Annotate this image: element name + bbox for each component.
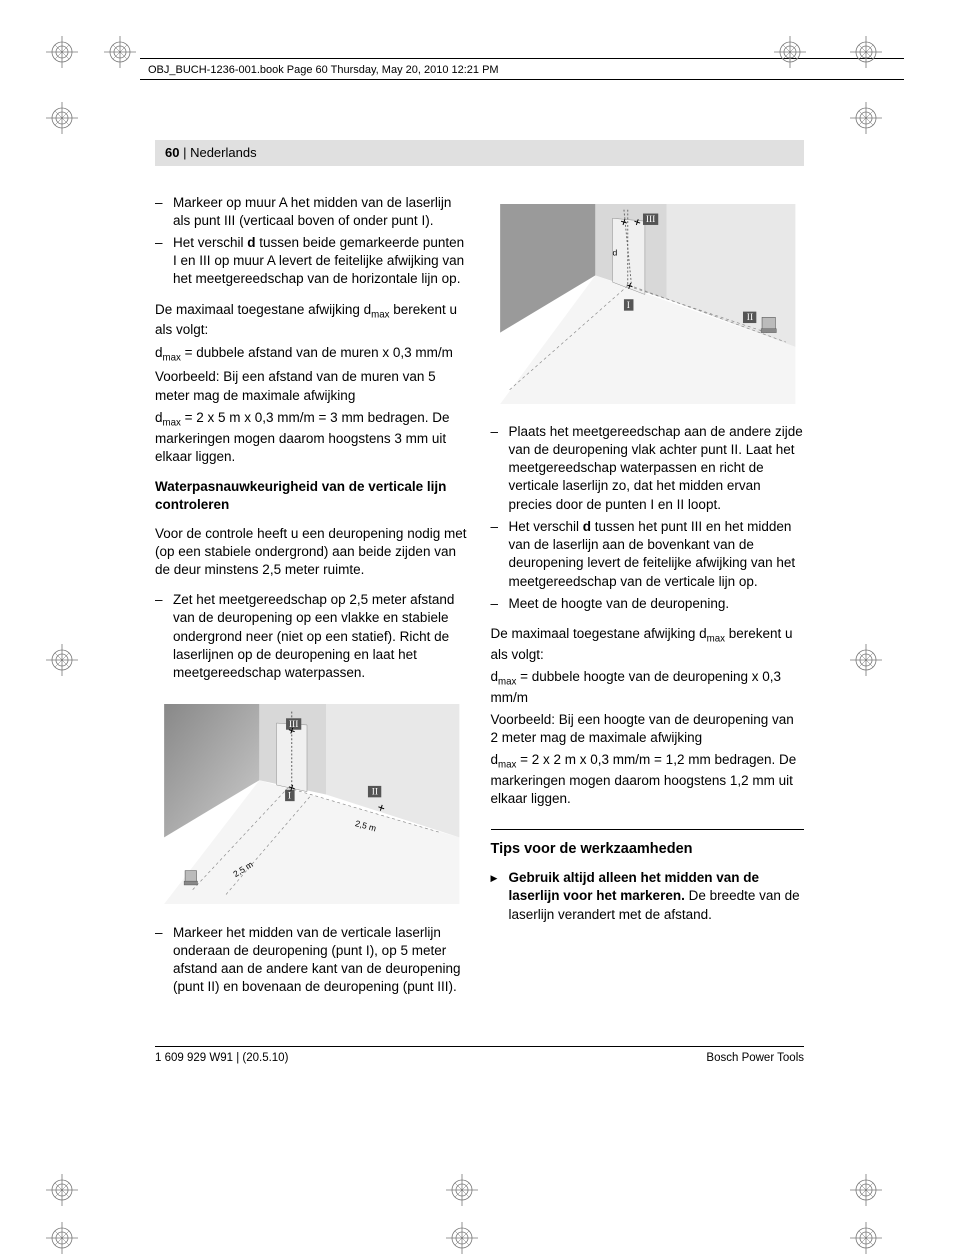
list-3: Markeer het midden van de verticale lase… bbox=[155, 924, 469, 997]
list-item: Het verschil d tussen beide gemarkeerde … bbox=[155, 234, 469, 289]
registration-mark-icon bbox=[446, 1174, 478, 1211]
registration-mark-icon bbox=[850, 1174, 882, 1211]
list-2: Zet het meetgereedschap op 2,5 meter afs… bbox=[155, 591, 469, 682]
svg-text:I: I bbox=[626, 300, 629, 310]
para: Voorbeeld: Bij een hoogte van de deurope… bbox=[491, 711, 805, 747]
heading-vertical-check: Waterpasnauwkeurigheid van de verticale … bbox=[155, 478, 469, 514]
footer-right: Bosch Power Tools bbox=[706, 1051, 804, 1067]
diagram-door-verify: d III II I bbox=[491, 204, 805, 404]
para: Voorbeeld: Bij een afstand van de muren … bbox=[155, 368, 469, 404]
list-r1: Plaats het meetgereedschap aan de andere… bbox=[491, 423, 805, 613]
list-item: Plaats het meetgereedschap aan de andere… bbox=[491, 423, 805, 514]
registration-mark-icon bbox=[46, 1174, 78, 1211]
list-1: Markeer op muur A het midden van de lase… bbox=[155, 194, 469, 289]
para: Voor de controle heeft u een deuropening… bbox=[155, 525, 469, 580]
page-header: 60 | Nederlands bbox=[155, 140, 804, 166]
page: 60 | Nederlands Markeer op muur A het mi… bbox=[0, 0, 954, 1127]
left-column: Markeer op muur A het midden van de lase… bbox=[155, 194, 469, 1009]
para-block: De maximaal toegestane afwijking dmax be… bbox=[155, 301, 469, 466]
para: dmax = 2 x 2 m x 0,3 mm/m = 1,2 mm bedra… bbox=[491, 751, 805, 808]
footer: 1 609 929 W91 | (20.5.10) Bosch Power To… bbox=[155, 1046, 804, 1067]
registration-mark-icon bbox=[446, 1222, 478, 1259]
divider bbox=[491, 829, 805, 830]
page-lang: Nederlands bbox=[190, 145, 257, 160]
section-tips: Tips voor de werkzaamheden bbox=[491, 840, 805, 860]
para: dmax = 2 x 5 m x 0,3 mm/m = 3 mm bedrage… bbox=[155, 409, 469, 466]
registration-mark-icon bbox=[46, 1222, 78, 1259]
columns: Markeer op muur A het midden van de lase… bbox=[155, 194, 804, 1009]
registration-mark-icon bbox=[850, 36, 882, 73]
para: dmax = dubbele hoogte van de deuropening… bbox=[491, 668, 805, 707]
registration-mark-icon bbox=[850, 644, 882, 681]
page-number: 60 bbox=[165, 145, 179, 160]
para-block: De maximaal toegestane afwijking dmax be… bbox=[491, 625, 805, 809]
svg-text:II: II bbox=[746, 313, 752, 323]
list-item: Het verschil d tussen het punt III en he… bbox=[491, 518, 805, 591]
registration-mark-icon bbox=[104, 36, 136, 73]
registration-mark-icon bbox=[46, 644, 78, 681]
footer-left: 1 609 929 W91 | (20.5.10) bbox=[155, 1051, 288, 1067]
list-item: Markeer het midden van de verticale lase… bbox=[155, 924, 469, 997]
svg-text:III: III bbox=[289, 720, 299, 730]
list-item: Gebruik altijd alleen het midden van de … bbox=[491, 869, 805, 924]
list-item: Zet het meetgereedschap op 2,5 meter afs… bbox=[155, 591, 469, 682]
svg-text:III: III bbox=[645, 215, 655, 225]
para: De maximaal toegestane afwijking dmax be… bbox=[491, 625, 805, 664]
registration-mark-icon bbox=[850, 102, 882, 139]
list-item: Markeer op muur A het midden van de lase… bbox=[155, 194, 469, 230]
svg-text:II: II bbox=[372, 788, 378, 798]
tips-list: Gebruik altijd alleen het midden van de … bbox=[491, 869, 805, 924]
para: dmax = dubbele afstand van de muren x 0,… bbox=[155, 344, 469, 365]
registration-mark-icon bbox=[46, 36, 78, 73]
registration-mark-icon bbox=[774, 36, 806, 73]
page-sep: | bbox=[179, 145, 190, 160]
para: De maximaal toegestane afwijking dmax be… bbox=[155, 301, 469, 340]
diagram-door-setup: 2,5 m 2,5 m III II I bbox=[155, 704, 469, 904]
d-label: d bbox=[612, 247, 617, 257]
registration-mark-icon bbox=[850, 1222, 882, 1259]
svg-text:I: I bbox=[288, 792, 291, 802]
right-column: d III II I Plaats het meetgereedschap aa… bbox=[491, 194, 805, 1009]
list-item: Meet de hoogte van de deuropening. bbox=[491, 595, 805, 613]
registration-mark-icon bbox=[46, 102, 78, 139]
